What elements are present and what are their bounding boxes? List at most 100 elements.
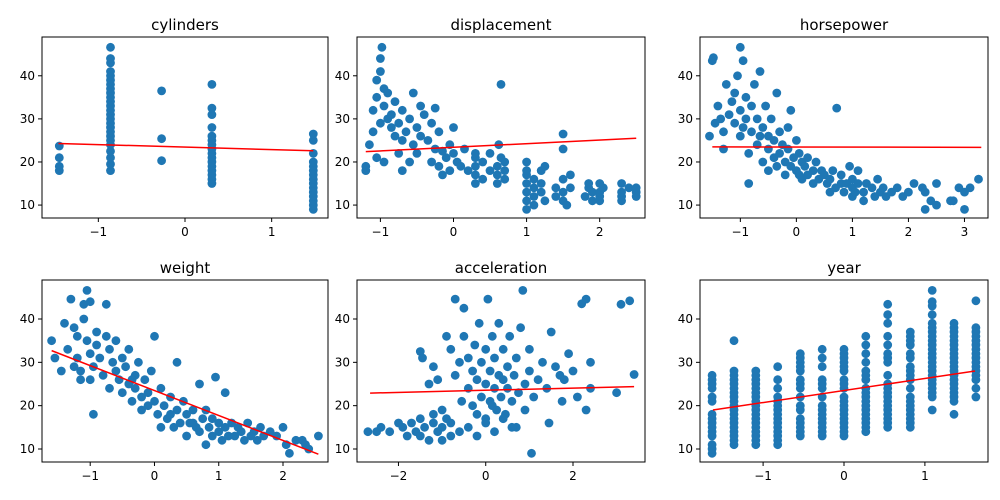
y-tick-label: 20: [335, 155, 350, 169]
data-point: [153, 409, 163, 419]
x-tick-label: −1: [89, 225, 107, 239]
data-point: [617, 179, 626, 188]
data-point: [474, 318, 484, 328]
data-point: [747, 127, 756, 137]
x-tick-label: −1: [754, 469, 772, 483]
data-point: [492, 179, 502, 188]
data-point: [278, 422, 288, 432]
data-point: [387, 123, 396, 132]
data-point: [616, 299, 626, 309]
data-point: [905, 327, 915, 337]
data-point: [130, 383, 140, 393]
data-point: [459, 331, 469, 341]
data-point: [859, 187, 868, 197]
fit-line: [58, 142, 314, 152]
y-tick-label: 10: [678, 442, 693, 456]
data-point: [214, 418, 224, 428]
data-point: [487, 401, 497, 411]
data-point: [137, 392, 147, 402]
subplot-title: weight: [160, 259, 211, 277]
data-point: [775, 149, 784, 158]
data-point: [573, 392, 582, 402]
data-point: [172, 357, 182, 367]
data-point: [463, 422, 473, 432]
data-point: [811, 157, 821, 167]
data-point: [522, 187, 531, 197]
data-point: [772, 88, 782, 98]
y-tick-label: 40: [678, 69, 693, 83]
data-point: [456, 161, 466, 171]
data-point: [584, 179, 594, 188]
data-point: [211, 372, 220, 382]
data-point: [402, 431, 412, 441]
data-point: [450, 294, 460, 304]
data-point: [182, 431, 192, 441]
data-point: [445, 166, 455, 176]
x-tick-label: 1: [921, 469, 929, 483]
data-point: [525, 344, 534, 354]
data-point: [424, 435, 434, 445]
data-point: [735, 42, 745, 52]
data-point: [308, 129, 318, 139]
data-point: [772, 161, 782, 171]
data-point: [438, 146, 447, 156]
data-point: [390, 131, 400, 141]
data-point: [401, 127, 411, 137]
data-point: [927, 310, 937, 320]
data-point: [220, 422, 230, 432]
data-point: [69, 362, 79, 372]
data-point: [546, 327, 556, 337]
data-point: [551, 362, 560, 372]
data-point: [117, 353, 127, 363]
data-point: [419, 110, 429, 119]
data-point: [111, 366, 121, 376]
data-point: [430, 144, 440, 154]
data-point: [544, 418, 554, 428]
data-point: [368, 127, 378, 137]
data-point: [308, 157, 318, 167]
data-point: [415, 414, 425, 424]
y-tick-label: 30: [678, 355, 693, 369]
data-point: [437, 435, 447, 445]
data-point: [971, 296, 981, 306]
data-point: [795, 401, 805, 411]
data-point: [850, 187, 860, 197]
data-point: [140, 375, 150, 385]
data-point: [905, 349, 915, 359]
data-point: [709, 53, 718, 63]
data-point: [892, 183, 902, 193]
data-point: [157, 134, 167, 144]
data-point: [95, 353, 105, 363]
data-point: [839, 375, 849, 385]
data-point: [449, 123, 458, 132]
data-point: [794, 149, 804, 158]
data-point: [214, 427, 224, 437]
data-point: [430, 103, 440, 113]
data-point: [111, 336, 121, 346]
data-point: [525, 366, 534, 376]
data-point: [751, 366, 761, 376]
data-point: [490, 353, 499, 363]
subplot-title: acceleration: [455, 259, 547, 277]
data-point: [66, 294, 76, 304]
data-point: [101, 299, 111, 309]
data-point: [379, 101, 389, 111]
data-point: [390, 97, 400, 106]
data-point: [376, 118, 385, 128]
data-point: [971, 383, 981, 393]
data-point: [477, 392, 486, 402]
data-point: [729, 336, 739, 346]
subplot-displacement: displacement −1 0 1 2 10 20 30 40: [335, 16, 646, 239]
data-point: [883, 318, 893, 328]
data-point: [207, 123, 217, 132]
data-point: [800, 161, 810, 171]
data-point: [795, 349, 805, 359]
data-point: [47, 336, 56, 346]
data-point: [766, 114, 776, 124]
data-point: [471, 179, 480, 188]
data-point: [468, 401, 477, 411]
subplot-year: year −1 0 1 10 20 30 40: [678, 259, 989, 483]
data-point: [845, 161, 854, 171]
data-point: [839, 187, 849, 197]
data-point: [442, 331, 451, 341]
